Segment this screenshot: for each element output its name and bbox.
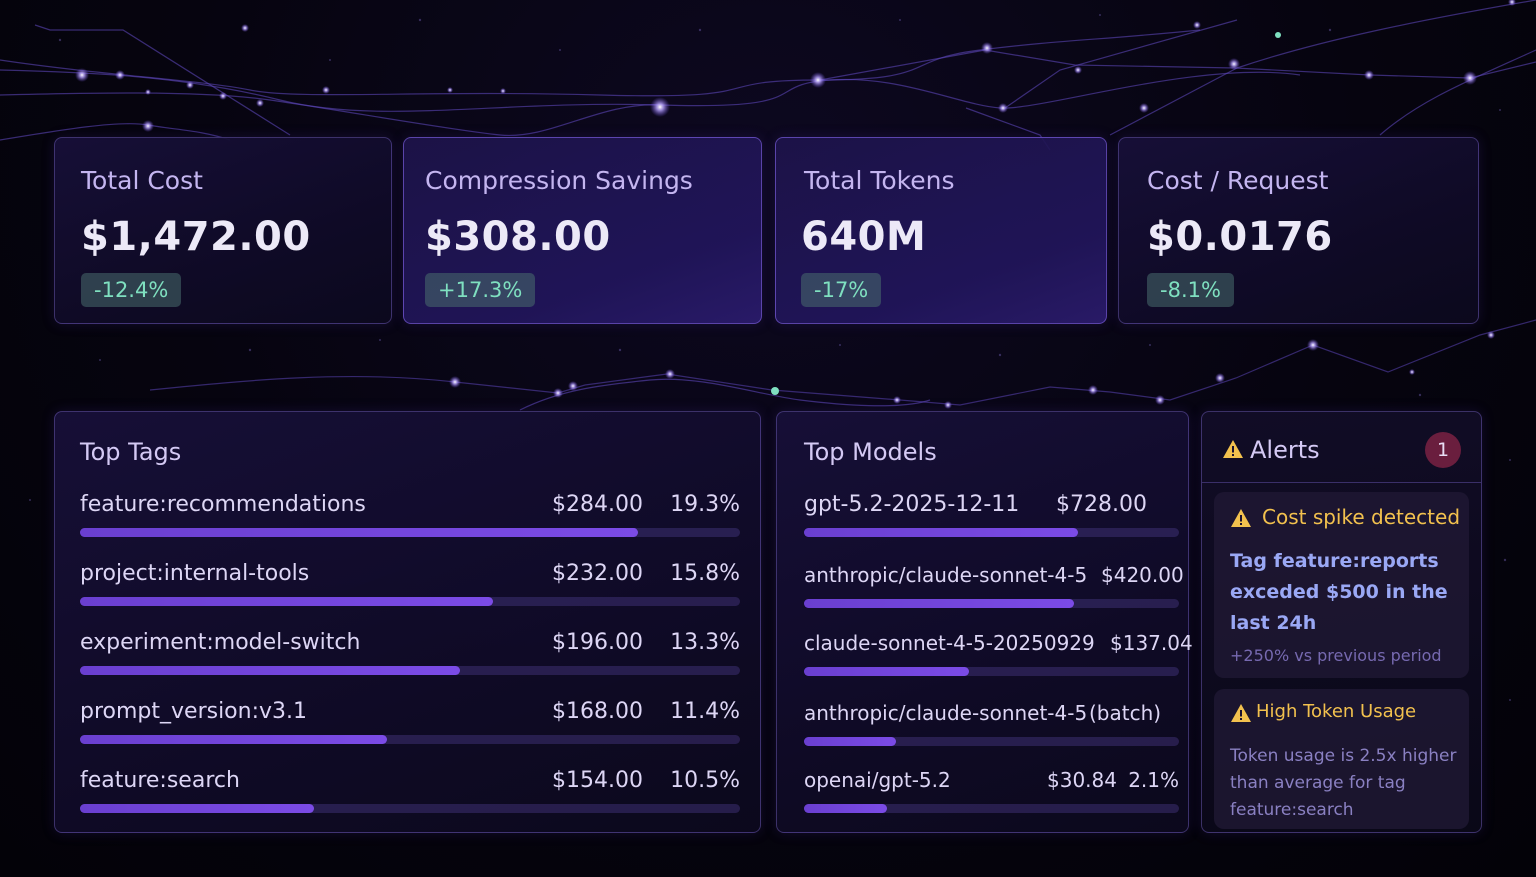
progress-track bbox=[80, 597, 740, 606]
model-label: anthropic/claude-sonnet-4-5 bbox=[804, 563, 1088, 587]
stat-title: Total Cost bbox=[81, 166, 203, 195]
warning-icon bbox=[1223, 440, 1243, 458]
alert-body: Tag feature:reports exceded $500 in the … bbox=[1230, 550, 1448, 634]
stat-value: $1,472.00 bbox=[81, 214, 311, 260]
change-badge: -8.1% bbox=[1147, 273, 1234, 307]
progress-fill bbox=[80, 666, 460, 675]
alert-title: High Token Usage bbox=[1256, 701, 1417, 722]
top-tags-panel: Top Tags feature:recommendations $284.00… bbox=[54, 411, 761, 833]
model-amount: (batch) bbox=[1089, 701, 1162, 725]
progress-fill bbox=[804, 804, 887, 813]
stat-card-total-tokens: Total Tokens 640M -17% bbox=[775, 137, 1107, 324]
tag-row[interactable]: project:internal-tools $232.00 15.8% bbox=[80, 561, 740, 611]
model-amount: $420.00 bbox=[1101, 563, 1184, 587]
alerts-panel: Alerts 1 Cost spike detected Tag feature… bbox=[1201, 411, 1482, 833]
model-amount: $137.04 bbox=[1110, 631, 1193, 655]
alert-card-cost-spike[interactable]: Cost spike detected Tag feature:reports … bbox=[1214, 492, 1469, 678]
tag-percent: 10.5% bbox=[670, 768, 740, 793]
progress-track bbox=[80, 804, 740, 813]
alert-count-badge: 1 bbox=[1425, 432, 1461, 468]
tag-percent: 11.4% bbox=[670, 699, 740, 724]
progress-fill bbox=[80, 804, 315, 813]
change-badge: -17% bbox=[801, 273, 882, 307]
model-percent: 2.1% bbox=[1128, 768, 1179, 792]
alert-card-high-token-usage[interactable]: High Token Usage Token usage is 2.5x hig… bbox=[1214, 689, 1469, 829]
progress-fill bbox=[804, 667, 969, 676]
progress-fill bbox=[80, 735, 387, 744]
stat-value: $308.00 bbox=[425, 214, 611, 260]
stat-value: $0.0176 bbox=[1147, 214, 1333, 260]
tag-percent: 15.8% bbox=[670, 561, 740, 586]
stat-value: 640M bbox=[801, 214, 927, 260]
tag-row[interactable]: prompt_version:v3.1 $168.00 11.4% bbox=[80, 699, 740, 749]
progress-fill bbox=[80, 597, 493, 606]
top-models-panel: Top Models gpt-5.2-2025-12-11 $728.00 an… bbox=[776, 411, 1193, 833]
progress-track bbox=[804, 599, 1179, 608]
progress-fill bbox=[804, 737, 896, 746]
stat-card-compression-savings: Compression Savings $308.00 +17.3% bbox=[403, 137, 762, 324]
progress-track bbox=[80, 528, 740, 537]
warning-icon bbox=[1231, 704, 1251, 722]
alert-comparison: +250% vs previous period bbox=[1230, 646, 1442, 665]
tag-amount: $284.00 bbox=[552, 492, 643, 517]
tag-label: project:internal-tools bbox=[80, 561, 310, 586]
alerts-header: Alerts 1 bbox=[1202, 412, 1481, 483]
progress-track bbox=[804, 737, 1179, 746]
progress-track bbox=[804, 528, 1179, 537]
model-label: anthropic/claude-sonnet-4-5 bbox=[804, 701, 1088, 725]
stat-title: Cost / Request bbox=[1147, 166, 1329, 195]
stat-title: Compression Savings bbox=[425, 166, 693, 195]
stat-card-cost-per-request: Cost / Request $0.0176 -8.1% bbox=[1118, 137, 1479, 324]
model-label: gpt-5.2-2025-12-11 bbox=[804, 492, 1020, 517]
section-title: Top Tags bbox=[80, 438, 182, 466]
progress-track bbox=[804, 804, 1179, 813]
alert-body: Token usage is 2.5x higher than average … bbox=[1230, 746, 1457, 820]
tag-label: prompt_version:v3.1 bbox=[80, 699, 308, 724]
warning-icon bbox=[1231, 509, 1251, 527]
tag-row[interactable]: feature:search $154.00 10.5% bbox=[80, 768, 740, 818]
alert-title: Cost spike detected bbox=[1262, 505, 1461, 529]
model-row[interactable]: claude-sonnet-4-5-20250929 $137.04 bbox=[804, 631, 1193, 681]
model-label: claude-sonnet-4-5-20250929 bbox=[804, 631, 1095, 655]
tag-label: feature:search bbox=[80, 768, 240, 793]
stat-card-total-cost: Total Cost $1,472.00 -12.4% bbox=[54, 137, 392, 324]
progress-fill bbox=[80, 528, 638, 537]
change-badge: -12.4% bbox=[81, 273, 182, 307]
tag-percent: 13.3% bbox=[670, 630, 740, 655]
progress-fill bbox=[804, 599, 1074, 608]
model-row[interactable]: anthropic/claude-sonnet-4-5 $420.00 bbox=[804, 563, 1184, 613]
alerts-title: Alerts bbox=[1250, 436, 1320, 464]
progress-track bbox=[80, 735, 740, 744]
change-badge: +17.3% bbox=[425, 273, 536, 307]
tag-amount: $154.00 bbox=[552, 768, 643, 793]
tag-amount: $168.00 bbox=[552, 699, 643, 724]
stat-title: Total Tokens bbox=[804, 166, 955, 195]
model-amount: $30.84 bbox=[1047, 768, 1117, 792]
tag-amount: $232.00 bbox=[552, 561, 643, 586]
tag-amount: $196.00 bbox=[552, 630, 643, 655]
tag-label: feature:recommendations bbox=[80, 492, 366, 517]
tag-row[interactable]: feature:recommendations $284.00 19.3% bbox=[80, 492, 740, 542]
tag-percent: 19.3% bbox=[670, 492, 740, 517]
model-row[interactable]: anthropic/claude-sonnet-4-5 (batch) bbox=[804, 701, 1179, 751]
section-title: Top Models bbox=[804, 438, 937, 466]
model-amount: $728.00 bbox=[1056, 492, 1147, 517]
tag-row[interactable]: experiment:model-switch $196.00 13.3% bbox=[80, 630, 740, 680]
progress-fill bbox=[804, 528, 1078, 537]
model-row[interactable]: openai/gpt-5.2 $30.84 2.1% bbox=[804, 768, 1179, 818]
progress-track bbox=[804, 667, 1179, 676]
progress-track bbox=[80, 666, 740, 675]
tag-label: experiment:model-switch bbox=[80, 630, 361, 655]
model-label: openai/gpt-5.2 bbox=[804, 768, 951, 792]
model-row[interactable]: gpt-5.2-2025-12-11 $728.00 bbox=[804, 492, 1179, 542]
